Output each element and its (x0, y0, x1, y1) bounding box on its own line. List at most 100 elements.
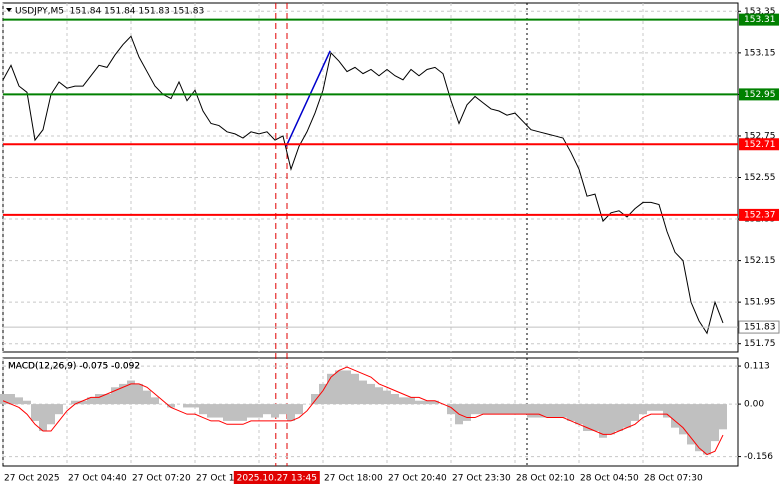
x-tick-label: 27 Oct 07:20 (132, 474, 191, 484)
y-tick-label: 151.95 (744, 298, 776, 308)
histogram-bar (207, 404, 215, 418)
histogram-bar (135, 383, 143, 405)
x-tick-label: 28 Oct 04:50 (580, 474, 639, 484)
histogram-bar (199, 404, 207, 415)
histogram-bar (687, 404, 695, 445)
histogram-bar (359, 380, 367, 405)
y-tick-label: 153.35 (744, 7, 776, 17)
histogram-bar (143, 390, 151, 405)
y-tick-label: 0.00 (744, 400, 764, 410)
histogram-bar (615, 404, 623, 432)
level-label: 152.37 (744, 210, 776, 220)
histogram-bar (71, 400, 79, 405)
histogram-bar (639, 404, 647, 415)
x-tick-label: 27 Oct 10:00 (196, 474, 255, 484)
y-tick-label: 0.113 (744, 362, 770, 372)
histogram-bar (95, 394, 103, 405)
histogram-bar (511, 404, 519, 415)
signal-line (2, 366, 724, 456)
histogram-bar (295, 404, 303, 415)
histogram-bar (559, 404, 567, 418)
title-marker (6, 8, 12, 12)
histogram-bar (247, 404, 255, 418)
histogram-bar (15, 397, 23, 405)
histogram-bar (655, 404, 663, 411)
pane-title: MACD(12,26,9) -0.075 -0.092 (8, 362, 140, 372)
x-tick-label: 27 Oct 18:00 (324, 474, 383, 484)
histogram-bar (431, 400, 439, 405)
level-box (739, 88, 779, 101)
histogram-bar (31, 404, 39, 421)
level-label: 152.95 (744, 90, 776, 100)
current-price-label: 151.83 (744, 323, 776, 333)
y-tick-label: -0.156 (744, 452, 773, 462)
y-tick-label: 151.75 (744, 339, 776, 349)
histogram-bar (591, 404, 599, 432)
histogram-bar (375, 387, 383, 405)
histogram-bar (279, 404, 287, 415)
histogram-bar (55, 404, 63, 415)
histogram-bar (87, 397, 95, 405)
histogram-bar (351, 373, 359, 405)
histogram-bar (495, 404, 503, 415)
pane-title: MACD(12,26,9) -0.075 -0.092 (8, 362, 140, 372)
histogram-bar (263, 404, 271, 415)
level-box (739, 138, 779, 151)
histogram-bar (367, 383, 375, 405)
histogram-bar (647, 404, 655, 411)
histogram-bar (479, 404, 487, 415)
x-tick-label: 27 Oct 23:30 (452, 474, 511, 484)
histogram-bar (343, 370, 351, 405)
histogram-bar (255, 404, 263, 418)
histogram-bar (519, 404, 527, 415)
histogram-bar (23, 400, 31, 405)
histogram-bar (327, 373, 335, 405)
histogram-bar (415, 400, 423, 405)
histogram-bar (231, 404, 239, 421)
level-box (739, 208, 779, 221)
histogram-bar (447, 404, 455, 415)
histogram-bar (631, 404, 639, 421)
histogram-bar (575, 404, 583, 425)
histogram-bar (719, 404, 727, 430)
crosshair-label: 2025.10.27 13:45 (237, 474, 317, 484)
histogram-bar (543, 404, 551, 418)
histogram-bar (335, 370, 343, 405)
x-tick-label: 27 Oct 04:40 (68, 474, 127, 484)
histogram-bar (103, 394, 111, 405)
histogram-bar (623, 404, 631, 428)
histogram-bar (663, 404, 671, 418)
histogram-bar (319, 383, 327, 405)
histogram-bar (391, 394, 399, 405)
histogram-bar (271, 404, 279, 418)
histogram-bar (111, 387, 119, 405)
histogram-bar (127, 380, 135, 405)
histogram-bar (695, 404, 703, 452)
histogram-bar (583, 404, 591, 432)
level-label: 153.31 (744, 15, 776, 25)
current-price-box (738, 320, 780, 334)
histogram-bar (399, 397, 407, 405)
trend-line (285, 50, 331, 147)
histogram-bar (183, 404, 191, 408)
y-tick-label: 152.75 (744, 131, 776, 141)
histogram-bar (671, 404, 679, 428)
price-line (2, 35, 724, 335)
histogram-bar (535, 404, 543, 418)
histogram-bar (223, 404, 231, 421)
histogram-bar (79, 400, 87, 405)
histogram-bar (0, 394, 7, 405)
histogram-bar (599, 404, 607, 438)
y-tick-label: 152.55 (744, 173, 776, 183)
histogram-bar (383, 390, 391, 405)
histogram-bar (423, 400, 431, 405)
x-tick-label: 28 Oct 02:10 (516, 474, 575, 484)
histogram-bar (607, 404, 615, 435)
x-tick-label: 27 Oct 20:40 (388, 474, 447, 484)
level-label: 152.71 (744, 140, 776, 150)
x-tick-label: 28 Oct 07:30 (644, 474, 703, 484)
histogram-bar (151, 397, 159, 405)
histogram-bar (119, 383, 127, 405)
histogram-bar (551, 404, 559, 418)
